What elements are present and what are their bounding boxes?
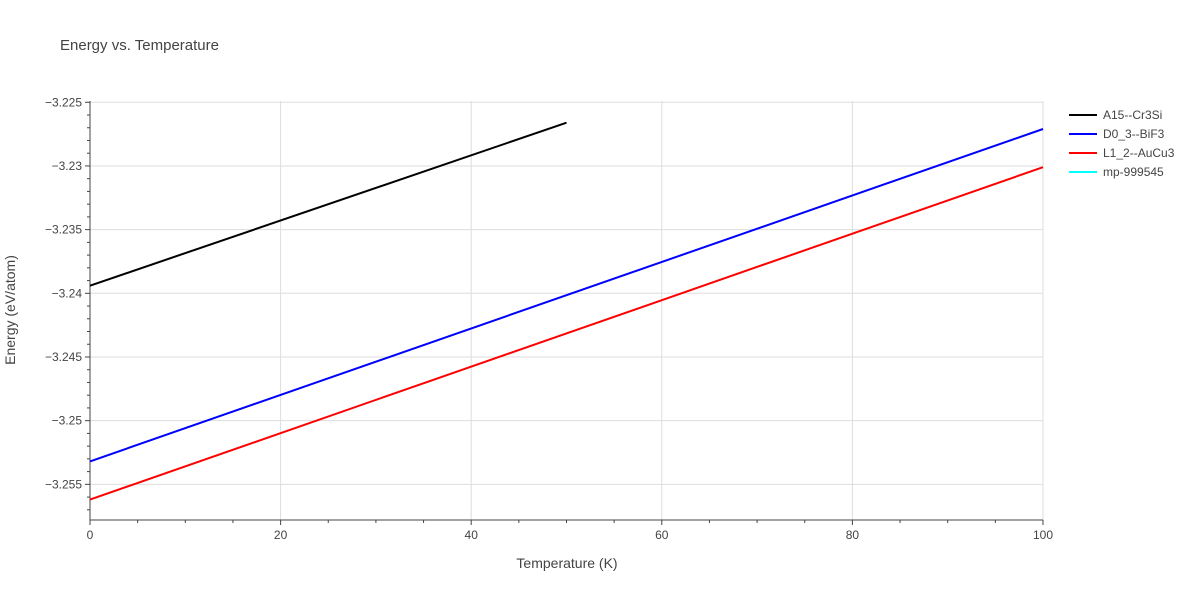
legend[interactable]: A15--Cr3Si D0_3--BiF3 L1_2--AuCu3 mp-999545 bbox=[1069, 108, 1175, 179]
chart-title: Energy vs. Temperature bbox=[60, 37, 219, 54]
x-tick-label: 20 bbox=[274, 528, 288, 542]
series-line-D0_3--BiF3 bbox=[89, 128, 1044, 463]
legend-item[interactable]: A15--Cr3Si bbox=[1069, 108, 1162, 122]
grid bbox=[90, 101, 1044, 520]
axes: 0 20 40 60 80 100 −3.255 −3.25 −3.245 −3.24 −3.235… bbox=[45, 95, 1053, 542]
x-tick-label: 100 bbox=[1033, 528, 1053, 542]
y-tick-label: −3.25 bbox=[52, 414, 83, 428]
legend-item[interactable]: L1_2--AuCu3 bbox=[1069, 146, 1175, 160]
y-tick-label: −3.255 bbox=[45, 477, 82, 491]
series-lines bbox=[89, 121, 1044, 501]
y-tick-label: −3.245 bbox=[45, 350, 82, 364]
x-tick-label: 80 bbox=[846, 528, 860, 542]
legend-label: D0_3--BiF3 bbox=[1103, 127, 1165, 141]
y-tick-label: −3.225 bbox=[45, 95, 82, 109]
x-tick-label: 60 bbox=[655, 528, 669, 542]
series-line-A15--Cr3Si bbox=[89, 121, 567, 287]
legend-item[interactable]: D0_3--BiF3 bbox=[1069, 127, 1165, 141]
legend-label: mp-999545 bbox=[1103, 165, 1164, 179]
legend-label: L1_2--AuCu3 bbox=[1103, 146, 1175, 160]
legend-label: A15--Cr3Si bbox=[1103, 108, 1162, 122]
x-tick-label: 40 bbox=[465, 528, 479, 542]
legend-item[interactable]: mp-999545 bbox=[1069, 165, 1164, 179]
y-tick-label: −3.235 bbox=[45, 223, 82, 237]
y-tick-label: −3.24 bbox=[52, 286, 83, 300]
y-axis-title: Energy (eV/atom) bbox=[2, 255, 18, 365]
x-tick-label: 0 bbox=[87, 528, 94, 542]
series-line-L1_2--AuCu3 bbox=[89, 166, 1044, 501]
x-axis-title: Temperature (K) bbox=[516, 555, 617, 571]
y-tick-label: −3.23 bbox=[52, 159, 83, 173]
